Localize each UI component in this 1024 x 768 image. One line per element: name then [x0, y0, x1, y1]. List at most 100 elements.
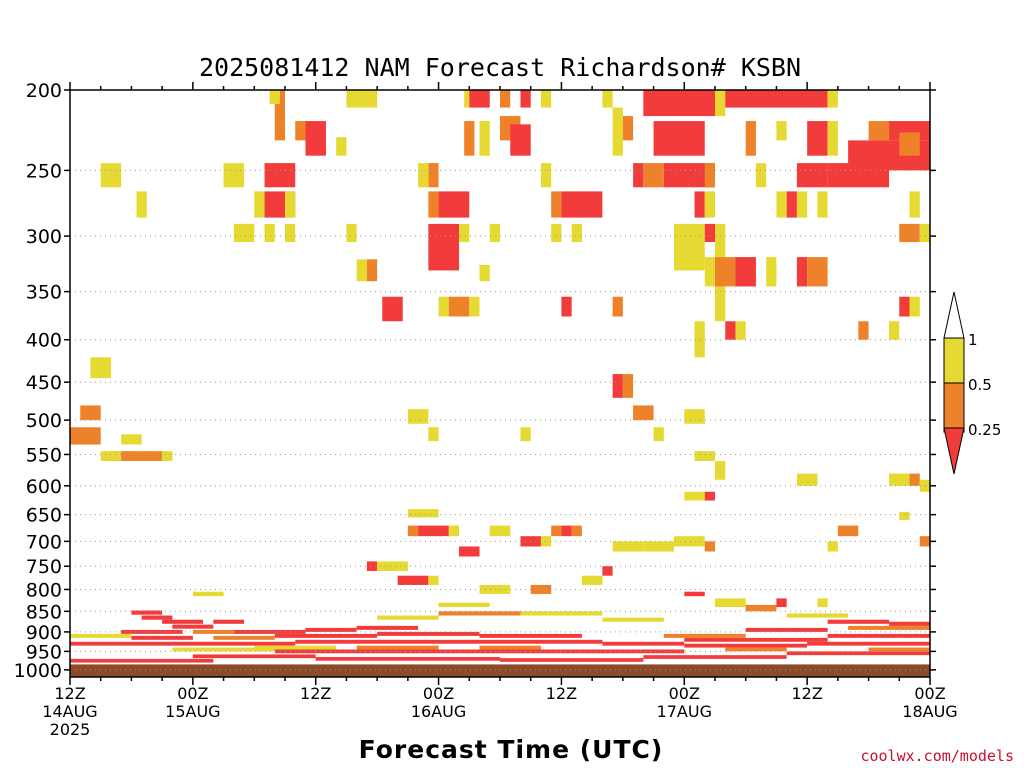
heatmap-cell [274, 90, 285, 122]
x-tick-label: 14AUG [42, 702, 97, 721]
y-tick-label: 250 [26, 160, 62, 182]
y-tick-label: 550 [26, 444, 62, 466]
x-tick-label: 16AUG [411, 702, 466, 721]
y-tick-label: 700 [26, 531, 62, 553]
heatmap-cell [418, 163, 429, 188]
heatmap-cell [479, 645, 541, 650]
heatmap-cell [464, 121, 475, 156]
heatmap-cell [653, 427, 664, 442]
heatmap-cell [633, 405, 654, 421]
heatmap-cell [489, 223, 500, 243]
heatmap-cell [100, 451, 122, 461]
heatmap-cell [285, 223, 296, 243]
heatmap-cell [295, 639, 480, 644]
heatmap-cell [899, 511, 910, 521]
heatmap-cell [909, 191, 920, 218]
heatmap-cell [776, 598, 787, 608]
heatmap-cell [643, 90, 715, 117]
heatmap-cell [377, 615, 439, 620]
heatmap-cell [233, 629, 306, 634]
heatmap-cell [827, 619, 890, 624]
heatmap-cell [786, 191, 797, 218]
heatmap-cell [366, 561, 378, 571]
heatmap-cell [622, 374, 634, 398]
heatmap-cell [643, 541, 675, 552]
heatmap-cell [70, 641, 173, 646]
heatmap-cell [704, 191, 715, 218]
x-tick-label: 00Z [669, 684, 700, 703]
heatmap-cell [100, 163, 122, 188]
heatmap-cell [643, 163, 664, 188]
y-tick-label: 200 [26, 80, 62, 102]
heatmap-cell [382, 296, 403, 322]
heatmap-cell [684, 591, 705, 597]
x-tick-label: 00Z [423, 684, 454, 703]
heatmap-cell [909, 473, 920, 486]
x-axis-label: Forecast Time (UTC) [359, 735, 664, 764]
heatmap-cell [827, 541, 838, 552]
heatmap-cell [715, 257, 736, 287]
heatmap-cell [919, 479, 930, 492]
heatmap-cell [653, 121, 705, 156]
heatmap-cell [868, 121, 890, 141]
heatmap-cell [438, 611, 521, 616]
heatmap-cell [459, 223, 470, 243]
heatmap-cell [377, 561, 408, 571]
heatmap-cell [464, 90, 470, 108]
heatmap-cell [817, 598, 828, 608]
heatmap-cell [796, 473, 818, 486]
heatmap-cell [899, 223, 920, 243]
heatmap-cell [428, 191, 439, 218]
heatmap-cell [223, 163, 245, 188]
y-tick-label: 350 [26, 282, 62, 304]
heatmap-cell [80, 405, 101, 421]
heatmap-cell [407, 525, 419, 537]
heatmap-cell [397, 575, 429, 585]
heatmap-cell [561, 525, 572, 537]
heatmap-cell [305, 627, 357, 632]
heatmap-cell [121, 434, 142, 445]
heatmap-cell [407, 409, 429, 424]
heatmap-cell [269, 90, 280, 105]
heatmap-cell [715, 223, 726, 271]
x-tick-label: 2025 [50, 720, 91, 739]
heatmap-cell [448, 296, 470, 317]
heatmap-cell [192, 629, 234, 634]
heatmap-cell [684, 637, 828, 642]
colorbar-swatch [943, 337, 965, 384]
heatmap-cell [602, 90, 613, 108]
heatmap-cell [438, 191, 470, 218]
heatmap-cell [776, 121, 787, 141]
chart-title: 2025081412 NAM Forecast Richardson# KSBN [199, 53, 801, 82]
heatmap-cell [346, 223, 357, 243]
credit-text: coolwx.com/models [860, 747, 1014, 765]
y-tick-label: 400 [26, 330, 62, 352]
heatmap-cell [919, 536, 930, 547]
heatmap-cell [356, 259, 367, 282]
heatmap-cell [295, 121, 306, 141]
heatmap-cell [889, 621, 930, 626]
heatmap-cell [510, 124, 531, 156]
heatmap-cell [602, 641, 685, 646]
heatmap-cell [520, 90, 531, 108]
heatmap-cell [540, 536, 552, 547]
grid-layer [70, 169, 930, 671]
heatmap-cell [520, 427, 531, 442]
heatmap-cell [776, 191, 787, 218]
heatmap-cell [305, 121, 326, 156]
y-tick-label: 900 [26, 622, 62, 644]
y-tick-label: 950 [26, 641, 62, 663]
x-tick-label: 00Z [177, 684, 208, 703]
heatmap-cell [602, 617, 664, 622]
heatmap-cell [704, 163, 715, 188]
x-tick-label: 12Z [300, 684, 331, 703]
heatmap-cell [479, 633, 582, 638]
heatmap-cell [612, 374, 623, 398]
heatmap-layer [70, 90, 930, 663]
heatmap-cell [162, 451, 173, 461]
heatmap-cell [346, 90, 378, 108]
heatmap-cell [520, 611, 603, 616]
heatmap-cell [162, 619, 204, 624]
heatmap-cell [500, 90, 511, 108]
